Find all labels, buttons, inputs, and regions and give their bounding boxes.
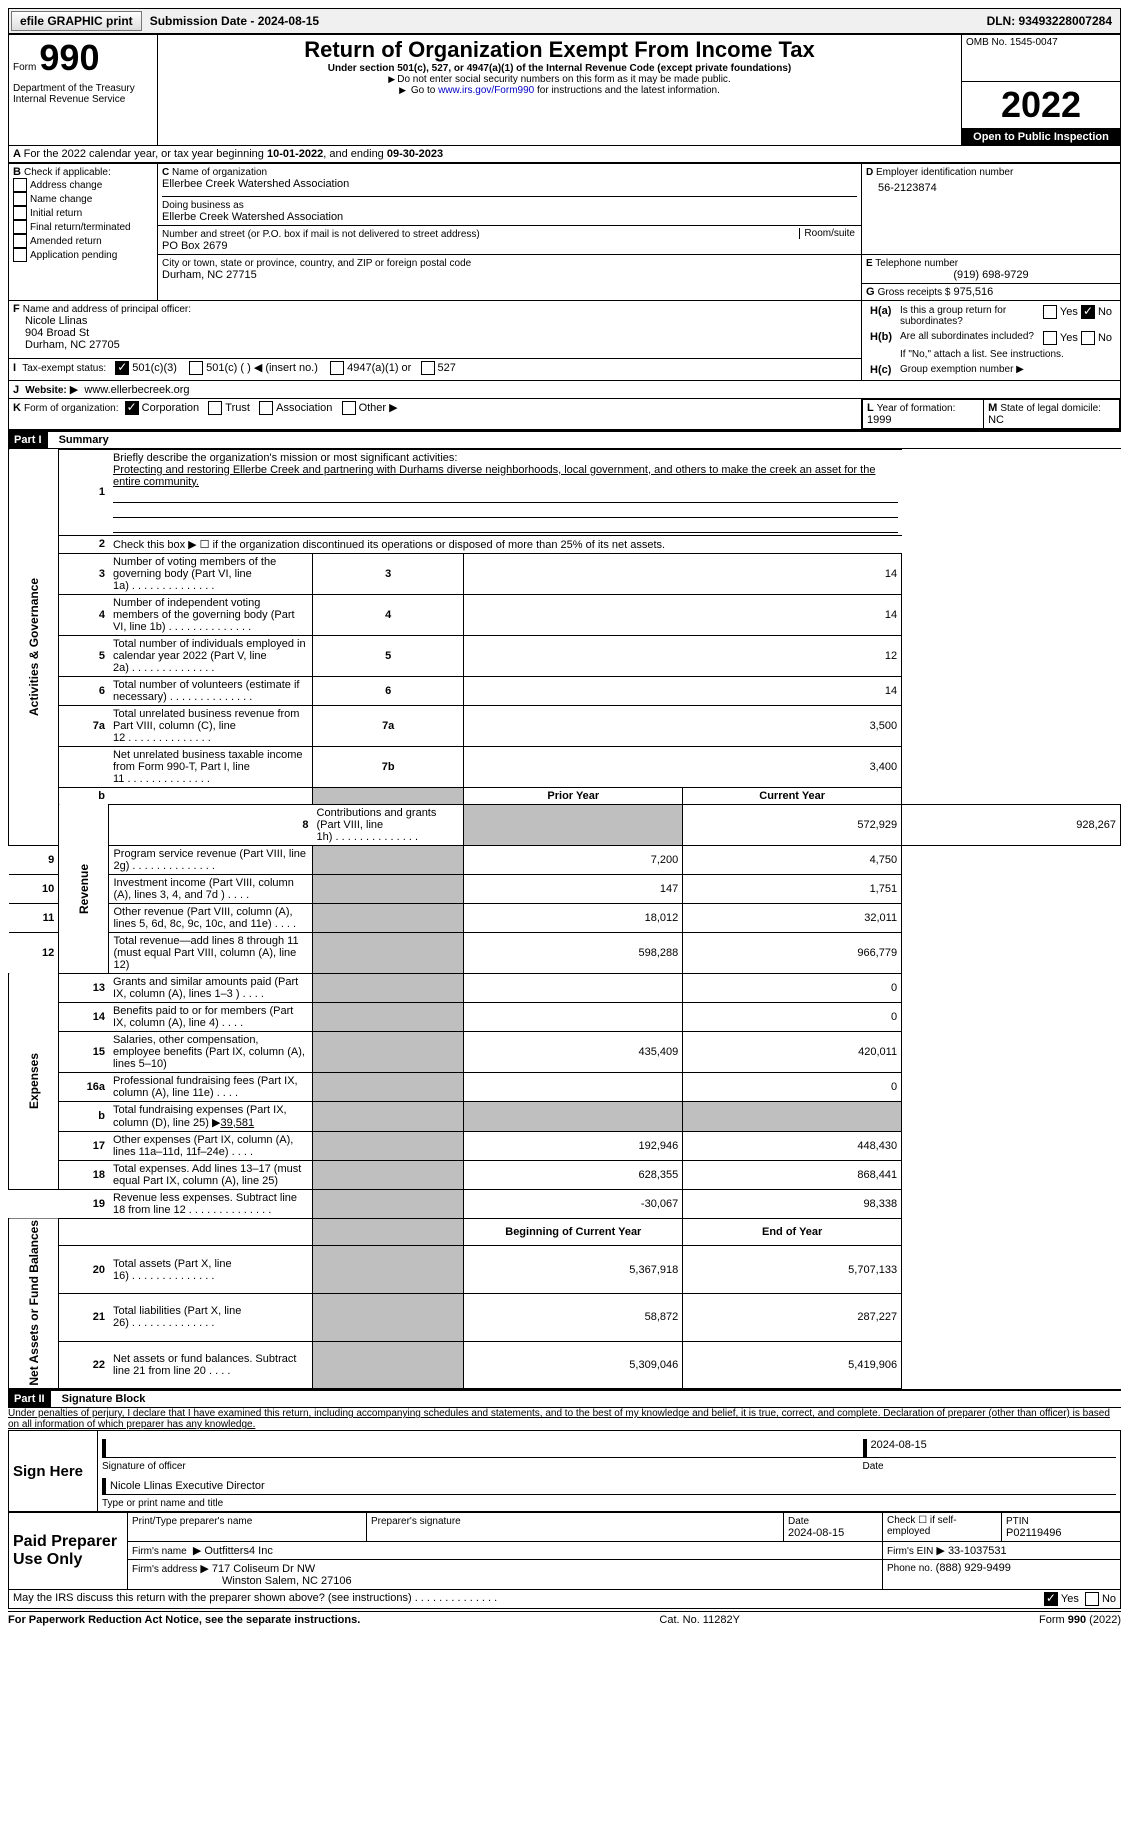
year-formation: 1999 [867, 414, 891, 426]
officer-addr2: Durham, NC 27705 [25, 339, 120, 351]
dept-treasury: Department of the Treasury Internal Reve… [9, 81, 158, 145]
phone: (919) 698-9729 [866, 269, 1116, 281]
q1-label: Briefly describe the organization's miss… [113, 452, 457, 464]
dba-name: Ellerbe Creek Watershed Association [162, 211, 343, 223]
d-label: Employer identification number [876, 167, 1013, 178]
may-yes-checked [1044, 1592, 1058, 1606]
i-label: Tax-exempt status: [22, 363, 106, 374]
firm-ein: 33-1037531 [948, 1545, 1007, 1557]
paid-preparer-label: Paid Preparer Use Only [9, 1513, 128, 1590]
ha-label: Is this a group return for subordinates? [896, 303, 1039, 329]
city-label: City or town, state or province, country… [162, 258, 471, 269]
val-7b: 3,400 [464, 746, 902, 787]
val-16b: 39,581 [220, 1117, 254, 1129]
preparer-table: Paid Preparer Use Only Print/Type prepar… [8, 1512, 1121, 1590]
part1-header: Part I Summary [8, 430, 1121, 449]
submission-date: Submission Date - 2024-08-15 [150, 14, 319, 28]
street: PO Box 2679 [162, 240, 227, 252]
c-name-label: Name of organization [172, 167, 267, 178]
privacy-note: Do not enter social security numbers on … [162, 74, 957, 85]
chk-amended[interactable]: Amended return [30, 235, 102, 246]
firm-name: Outfitters4 Inc [204, 1545, 272, 1557]
hc-label: Group exemption number [900, 364, 1013, 375]
sign-here-label: Sign Here [9, 1431, 98, 1512]
form-label: Form [13, 62, 36, 73]
col-current: Current Year [683, 787, 902, 804]
e-label: Telephone number [875, 258, 958, 269]
part2-header: Part II Signature Block [8, 1389, 1121, 1408]
col-prior: Prior Year [464, 787, 683, 804]
form-number: 990 [39, 37, 99, 78]
prep-date: 2024-08-15 [788, 1527, 844, 1539]
room-label: Room/suite [799, 228, 855, 239]
section-revenue: Revenue [59, 804, 109, 973]
tax-year: 2022 [962, 81, 1121, 128]
hb-label: Are all subordinates included? [896, 329, 1039, 347]
cat-no: Cat. No. 11282Y [659, 1614, 740, 1626]
q2-text: Check this box ▶ ☐ if the organization d… [109, 535, 902, 553]
col-end: End of Year [683, 1218, 902, 1246]
chk-501c3 [115, 361, 129, 375]
state-domicile: NC [988, 414, 1004, 426]
website[interactable]: www.ellerbecreek.org [84, 384, 189, 396]
instructions-link-row: Go to www.irs.gov/Form990 for instructio… [162, 85, 957, 96]
summary-table: Activities & Governance 1 Briefly descri… [8, 449, 1121, 1390]
instructions-link[interactable]: www.irs.gov/Form990 [438, 85, 534, 96]
f-label: Name and address of principal officer: [23, 304, 191, 315]
top-bar: efile GRAPHIC print Submission Date - 20… [8, 8, 1121, 34]
chk-final-return[interactable]: Final return/terminated [30, 221, 131, 232]
sig-name: Nicole Llinas Executive Director [110, 1480, 265, 1492]
ptin: P02119496 [1006, 1527, 1061, 1539]
self-employed-check[interactable]: Check ☐ if self-employed [883, 1513, 1002, 1542]
j-label: Website: [25, 385, 67, 396]
firm-addr: 717 Coliseum Dr NW [212, 1563, 315, 1575]
officer-addr1: 904 Broad St [25, 327, 89, 339]
section-governance: Activities & Governance [9, 449, 59, 845]
chk-app-pending[interactable]: Application pending [30, 249, 117, 260]
g-label: Gross receipts $ [878, 287, 951, 298]
hb-note: If "No," attach a list. See instructions… [896, 347, 1116, 362]
val-3: 14 [464, 553, 902, 594]
open-to-public: Open to Public Inspection [962, 128, 1121, 145]
form-header: Form 990 Return of Organization Exempt F… [8, 34, 1121, 146]
val-8: 928,267 [902, 804, 1121, 845]
dln: DLN: 93493228007284 [987, 14, 1118, 28]
chk-name-change[interactable]: Name change [30, 193, 92, 204]
entity-block: B Check if applicable: Address change Na… [8, 163, 1121, 430]
may-discuss-row: May the IRS discuss this return with the… [8, 1590, 1121, 1609]
chk-initial-return[interactable]: Initial return [30, 207, 82, 218]
officer-name: Nicole Llinas [25, 315, 87, 327]
val-4: 14 [464, 594, 902, 635]
perjury-declaration: Under penalties of perjury, I declare th… [8, 1408, 1121, 1430]
dba-label: Doing business as [162, 200, 244, 211]
firm-phone: (888) 929-9499 [936, 1562, 1011, 1574]
street-label: Number and street (or P.O. box if mail i… [162, 229, 480, 240]
form-subtitle: Under section 501(c), 527, or 4947(a)(1)… [162, 63, 957, 74]
omb-number: OMB No. 1545-0047 [962, 35, 1121, 82]
section-netassets: Net Assets or Fund Balances [9, 1218, 59, 1389]
city: Durham, NC 27715 [162, 269, 257, 281]
col-begin: Beginning of Current Year [464, 1218, 683, 1246]
b-label: Check if applicable: [24, 167, 111, 178]
val-7a: 3,500 [464, 705, 902, 746]
k-label: Form of organization: [24, 403, 119, 414]
chk-corp [125, 401, 139, 415]
section-expenses: Expenses [9, 973, 59, 1189]
val-6: 14 [464, 676, 902, 705]
line-a: A For the 2022 calendar year, or tax yea… [8, 146, 1121, 163]
sig-officer-label: Signature of officer [102, 1461, 186, 1472]
form-title: Return of Organization Exempt From Incom… [162, 37, 957, 63]
signature-table: Sign Here Signature of officer 2024-08-1… [8, 1430, 1121, 1512]
efile-print-button[interactable]: efile GRAPHIC print [11, 11, 142, 31]
chk-address-change[interactable]: Address change [30, 179, 102, 190]
org-name: Ellerbee Creek Watershed Association [162, 178, 349, 190]
val-5: 12 [464, 635, 902, 676]
gross-receipts: 975,516 [954, 286, 994, 298]
ha-no-checked [1081, 305, 1095, 319]
mission-text: Protecting and restoring Ellerbe Creek a… [113, 464, 875, 488]
ein: 56-2123874 [866, 178, 1116, 194]
page-footer: For Paperwork Reduction Act Notice, see … [8, 1611, 1121, 1626]
sig-date: 2024-08-15 [871, 1439, 927, 1451]
